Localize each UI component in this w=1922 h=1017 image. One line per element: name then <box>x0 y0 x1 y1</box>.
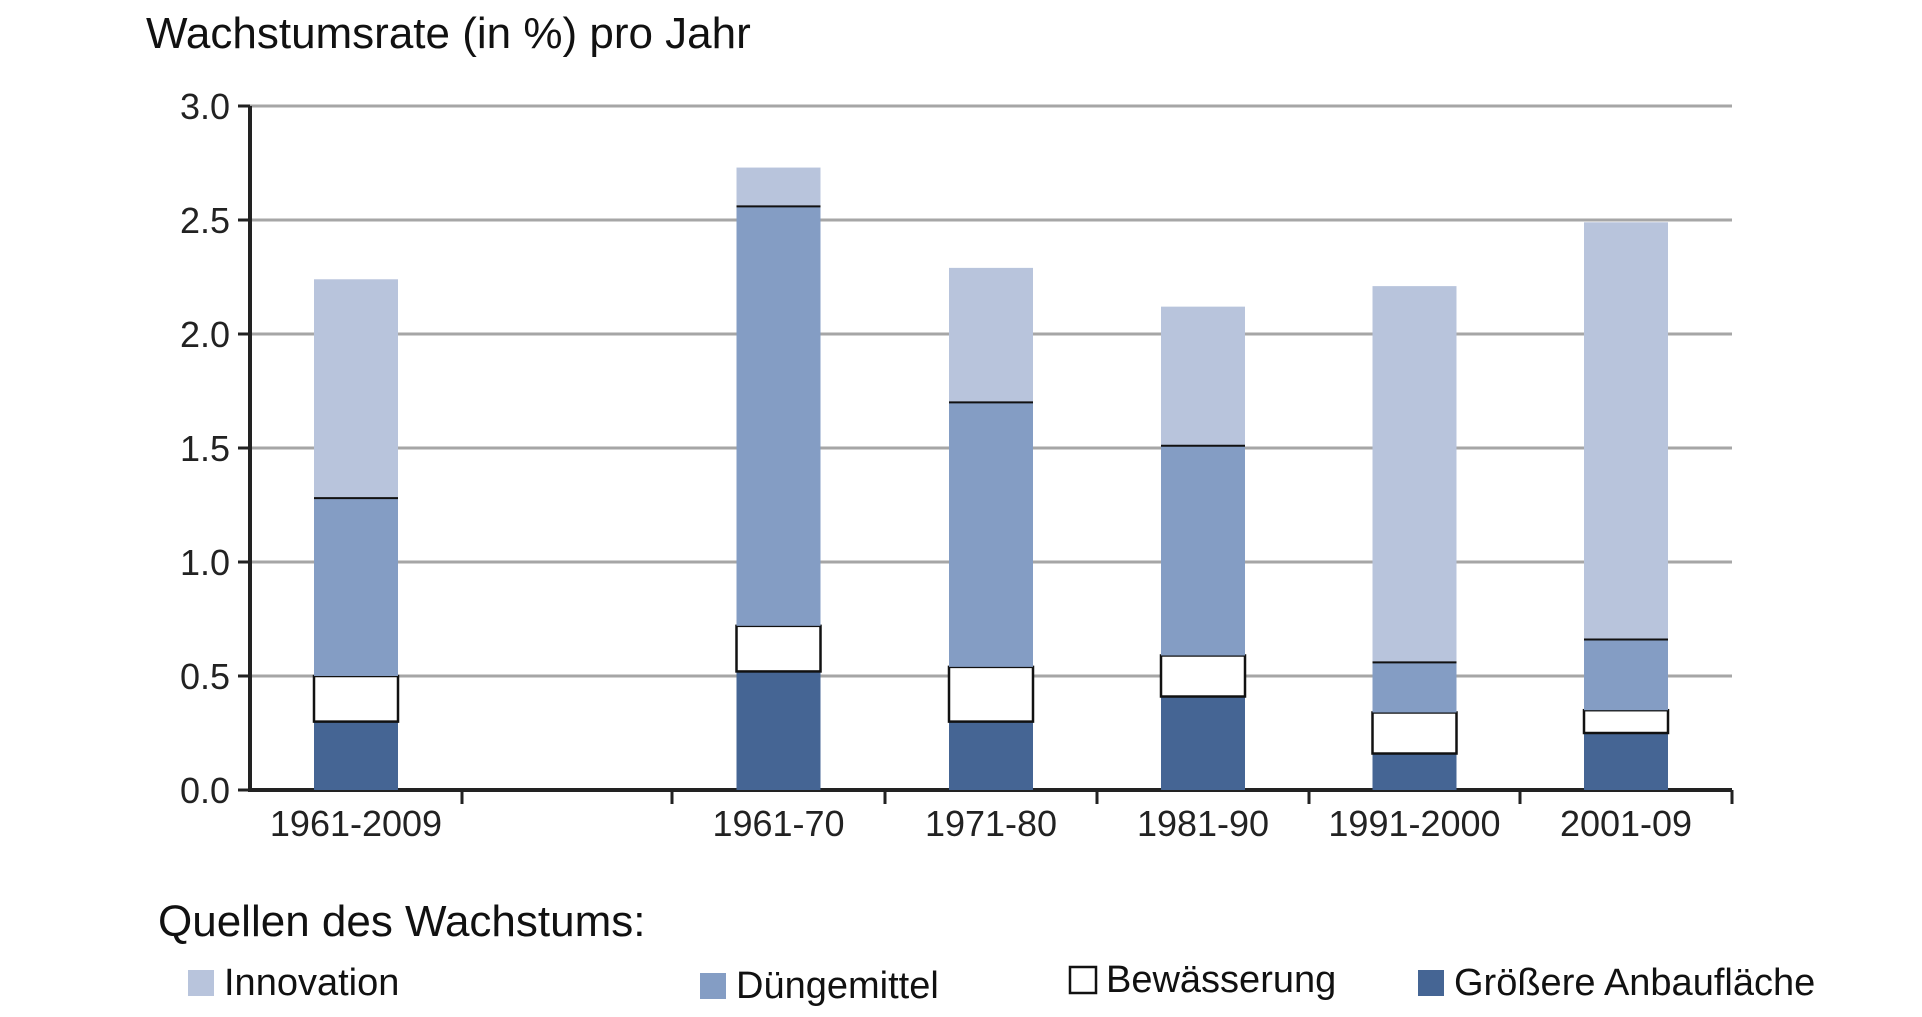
y-tick-label: 1.5 <box>180 428 230 469</box>
legend-label: Düngemittel <box>736 965 939 1007</box>
y-tick-label: 2.5 <box>180 200 230 241</box>
bar-segment <box>1582 708 1670 735</box>
legend-swatch <box>1418 970 1444 996</box>
bar-segment <box>736 671 821 790</box>
bar-segment <box>949 402 1033 667</box>
bar-segment <box>1584 222 1668 640</box>
bar-segment <box>736 206 821 626</box>
y-tick-label: 1.0 <box>180 542 230 583</box>
y-tick-label: 2.0 <box>180 314 230 355</box>
legend-label: Bewässerung <box>1106 959 1336 1001</box>
bar-segment <box>314 498 398 676</box>
chart-title: Wachstumsrate (in %) pro Jahr <box>146 9 751 58</box>
bar-segment <box>1584 733 1668 790</box>
bar-segment <box>1161 445 1245 656</box>
legend-label: Innovation <box>224 962 399 1004</box>
legend-swatch <box>700 973 726 999</box>
legend-swatch <box>1068 965 1098 995</box>
bar-segment <box>736 167 821 207</box>
x-tick-label: 1991-2000 <box>1328 803 1500 844</box>
bar-segment <box>1161 696 1245 790</box>
x-tick-label: 1971-80 <box>925 803 1057 844</box>
y-tick-label: 3.0 <box>180 86 230 127</box>
legend-swatch <box>188 970 214 996</box>
bar-segment <box>1584 639 1668 711</box>
bar-segment <box>312 674 400 723</box>
bar-segment <box>1372 286 1457 663</box>
bar-segment <box>314 721 398 790</box>
x-tick-label: 1981-90 <box>1137 803 1269 844</box>
bar-segment <box>314 279 398 499</box>
x-tick-label: 1961-70 <box>712 803 844 844</box>
bar-segment <box>1372 753 1457 790</box>
legend-label: Größere Anbaufläche <box>1454 962 1815 1004</box>
y-tick-label: 0.5 <box>180 656 230 697</box>
bar-segment <box>1161 306 1245 446</box>
y-tick-label: 0.0 <box>180 770 230 811</box>
bar-segment <box>1159 654 1247 698</box>
x-tick-label: 2001-09 <box>1560 803 1692 844</box>
bar-segment <box>1371 711 1458 755</box>
bar-segment <box>735 624 822 673</box>
x-tick-label: 1961-2009 <box>270 803 442 844</box>
bar-segment <box>947 665 1035 723</box>
bar-segment <box>949 721 1033 790</box>
legend-title: Quellen des Wachstums: <box>158 897 645 946</box>
bar-segment <box>1372 662 1457 713</box>
bar-segment <box>949 267 1033 403</box>
